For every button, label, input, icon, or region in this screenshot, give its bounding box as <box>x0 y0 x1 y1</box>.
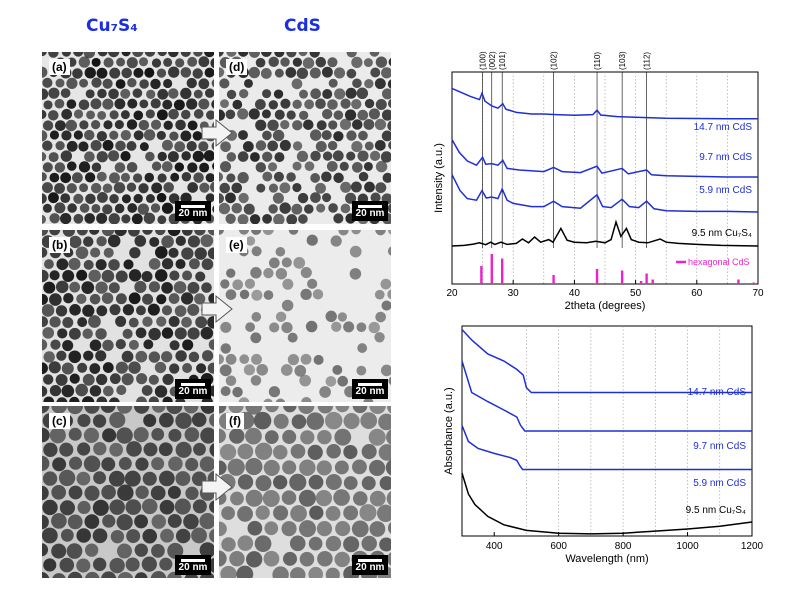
x-tick-label: 800 <box>615 541 632 552</box>
x-tick-label: 40 <box>569 288 581 299</box>
series-label: 5.9 nm CdS <box>693 478 746 489</box>
scale-bar-label: 20 nm <box>178 208 208 219</box>
scale-bar: 20 nm <box>352 379 388 399</box>
scale-bar: 20 nm <box>175 379 211 399</box>
x-tick-label: 50 <box>630 288 642 299</box>
x-tick-label: 70 <box>752 288 764 299</box>
nanoparticle-texture <box>42 406 214 578</box>
scale-bar-label: 20 nm <box>178 386 208 397</box>
panel-label: (f) <box>226 413 244 429</box>
x-tick-label: 1000 <box>676 541 699 552</box>
panel-label: (e) <box>226 237 247 253</box>
right-arrow-icon <box>201 294 233 324</box>
scale-bar-label: 20 nm <box>355 386 385 397</box>
series-line <box>451 174 759 213</box>
x-axis-label: Wavelength (nm) <box>565 553 648 565</box>
series-label: 9.7 nm CdS <box>699 152 752 163</box>
right-arrow-icon <box>201 472 233 502</box>
series-label: 9.5 nm Cu₇S₄ <box>692 228 752 239</box>
panel-label: (a) <box>49 59 70 75</box>
tem-image-panel: (c) 20 nm <box>42 406 214 578</box>
nanoparticle-texture <box>219 406 391 578</box>
x-tick-label: 20 <box>446 288 458 299</box>
scale-bar-label: 20 nm <box>355 562 385 573</box>
xrd-chart: (100) (002) (101) (102) (110) (103) (112) hexag… <box>433 51 764 312</box>
series-label: 14.7 nm CdS <box>694 122 753 133</box>
x-axis-label: 2theta (degrees) <box>565 300 646 312</box>
tem-image-panel: (a) 20 nm <box>42 52 214 224</box>
absorbance-chart: 14.7 nm CdS 9.7 nm CdS 5.9 nm CdS 9.5 nm Cu… <box>443 325 764 565</box>
tem-image-panel: (d) 20 nm <box>219 52 391 224</box>
series-line <box>461 328 752 394</box>
series-line <box>461 360 752 432</box>
reference-label: (102) <box>550 51 559 70</box>
x-tick-label: 1200 <box>741 541 764 552</box>
reference-label: (101) <box>498 51 507 70</box>
x-tick-label: 30 <box>508 288 520 299</box>
scale-bar: 20 nm <box>175 201 211 221</box>
legend-label: hexagonal CdS <box>688 257 750 267</box>
series-label: 14.7 nm CdS <box>688 387 747 398</box>
reference-label: (110) <box>593 52 602 70</box>
series-label: 5.9 nm CdS <box>699 185 752 196</box>
scale-bar-label: 20 nm <box>178 562 208 573</box>
nanoparticle-texture <box>42 230 214 402</box>
scale-bar-label: 20 nm <box>355 208 385 219</box>
scale-bar: 20 nm <box>352 201 388 221</box>
series-line <box>451 219 759 247</box>
nanoparticle-texture <box>219 230 391 402</box>
series-line <box>451 87 758 120</box>
series-line <box>451 139 758 178</box>
y-axis-label: Absorbance (a.u.) <box>443 387 455 474</box>
x-tick-label: 60 <box>691 288 703 299</box>
right-arrow-icon <box>201 118 233 148</box>
reference-label: (112) <box>643 52 652 70</box>
series-label: 9.7 nm CdS <box>693 441 746 452</box>
y-axis-label: Intensity (a.u.) <box>433 143 445 213</box>
reference-label: (103) <box>618 51 627 70</box>
nanoparticle-texture <box>42 52 214 224</box>
tem-image-panel: (e) 20 nm <box>219 230 391 402</box>
nanoparticle-texture <box>219 52 391 224</box>
reference-label: (002) <box>488 51 497 70</box>
x-tick-label: 600 <box>550 541 567 552</box>
cds-header: CdS <box>284 16 321 36</box>
x-tick-label: 400 <box>486 541 503 552</box>
series-label: 9.5 nm Cu₇S₄ <box>686 505 746 516</box>
series-line <box>461 425 752 471</box>
panel-label: (c) <box>49 413 70 429</box>
panel-label: (d) <box>226 59 248 75</box>
tem-image-panel: (b) 20 nm <box>42 230 214 402</box>
cu7s4-header: Cu₇S₄ <box>86 16 138 36</box>
reference-label: (100) <box>479 51 488 70</box>
scale-bar: 20 nm <box>175 555 211 575</box>
panel-label: (b) <box>49 237 71 253</box>
tem-image-panel: (f) 20 nm <box>219 406 391 578</box>
scale-bar: 20 nm <box>352 555 388 575</box>
